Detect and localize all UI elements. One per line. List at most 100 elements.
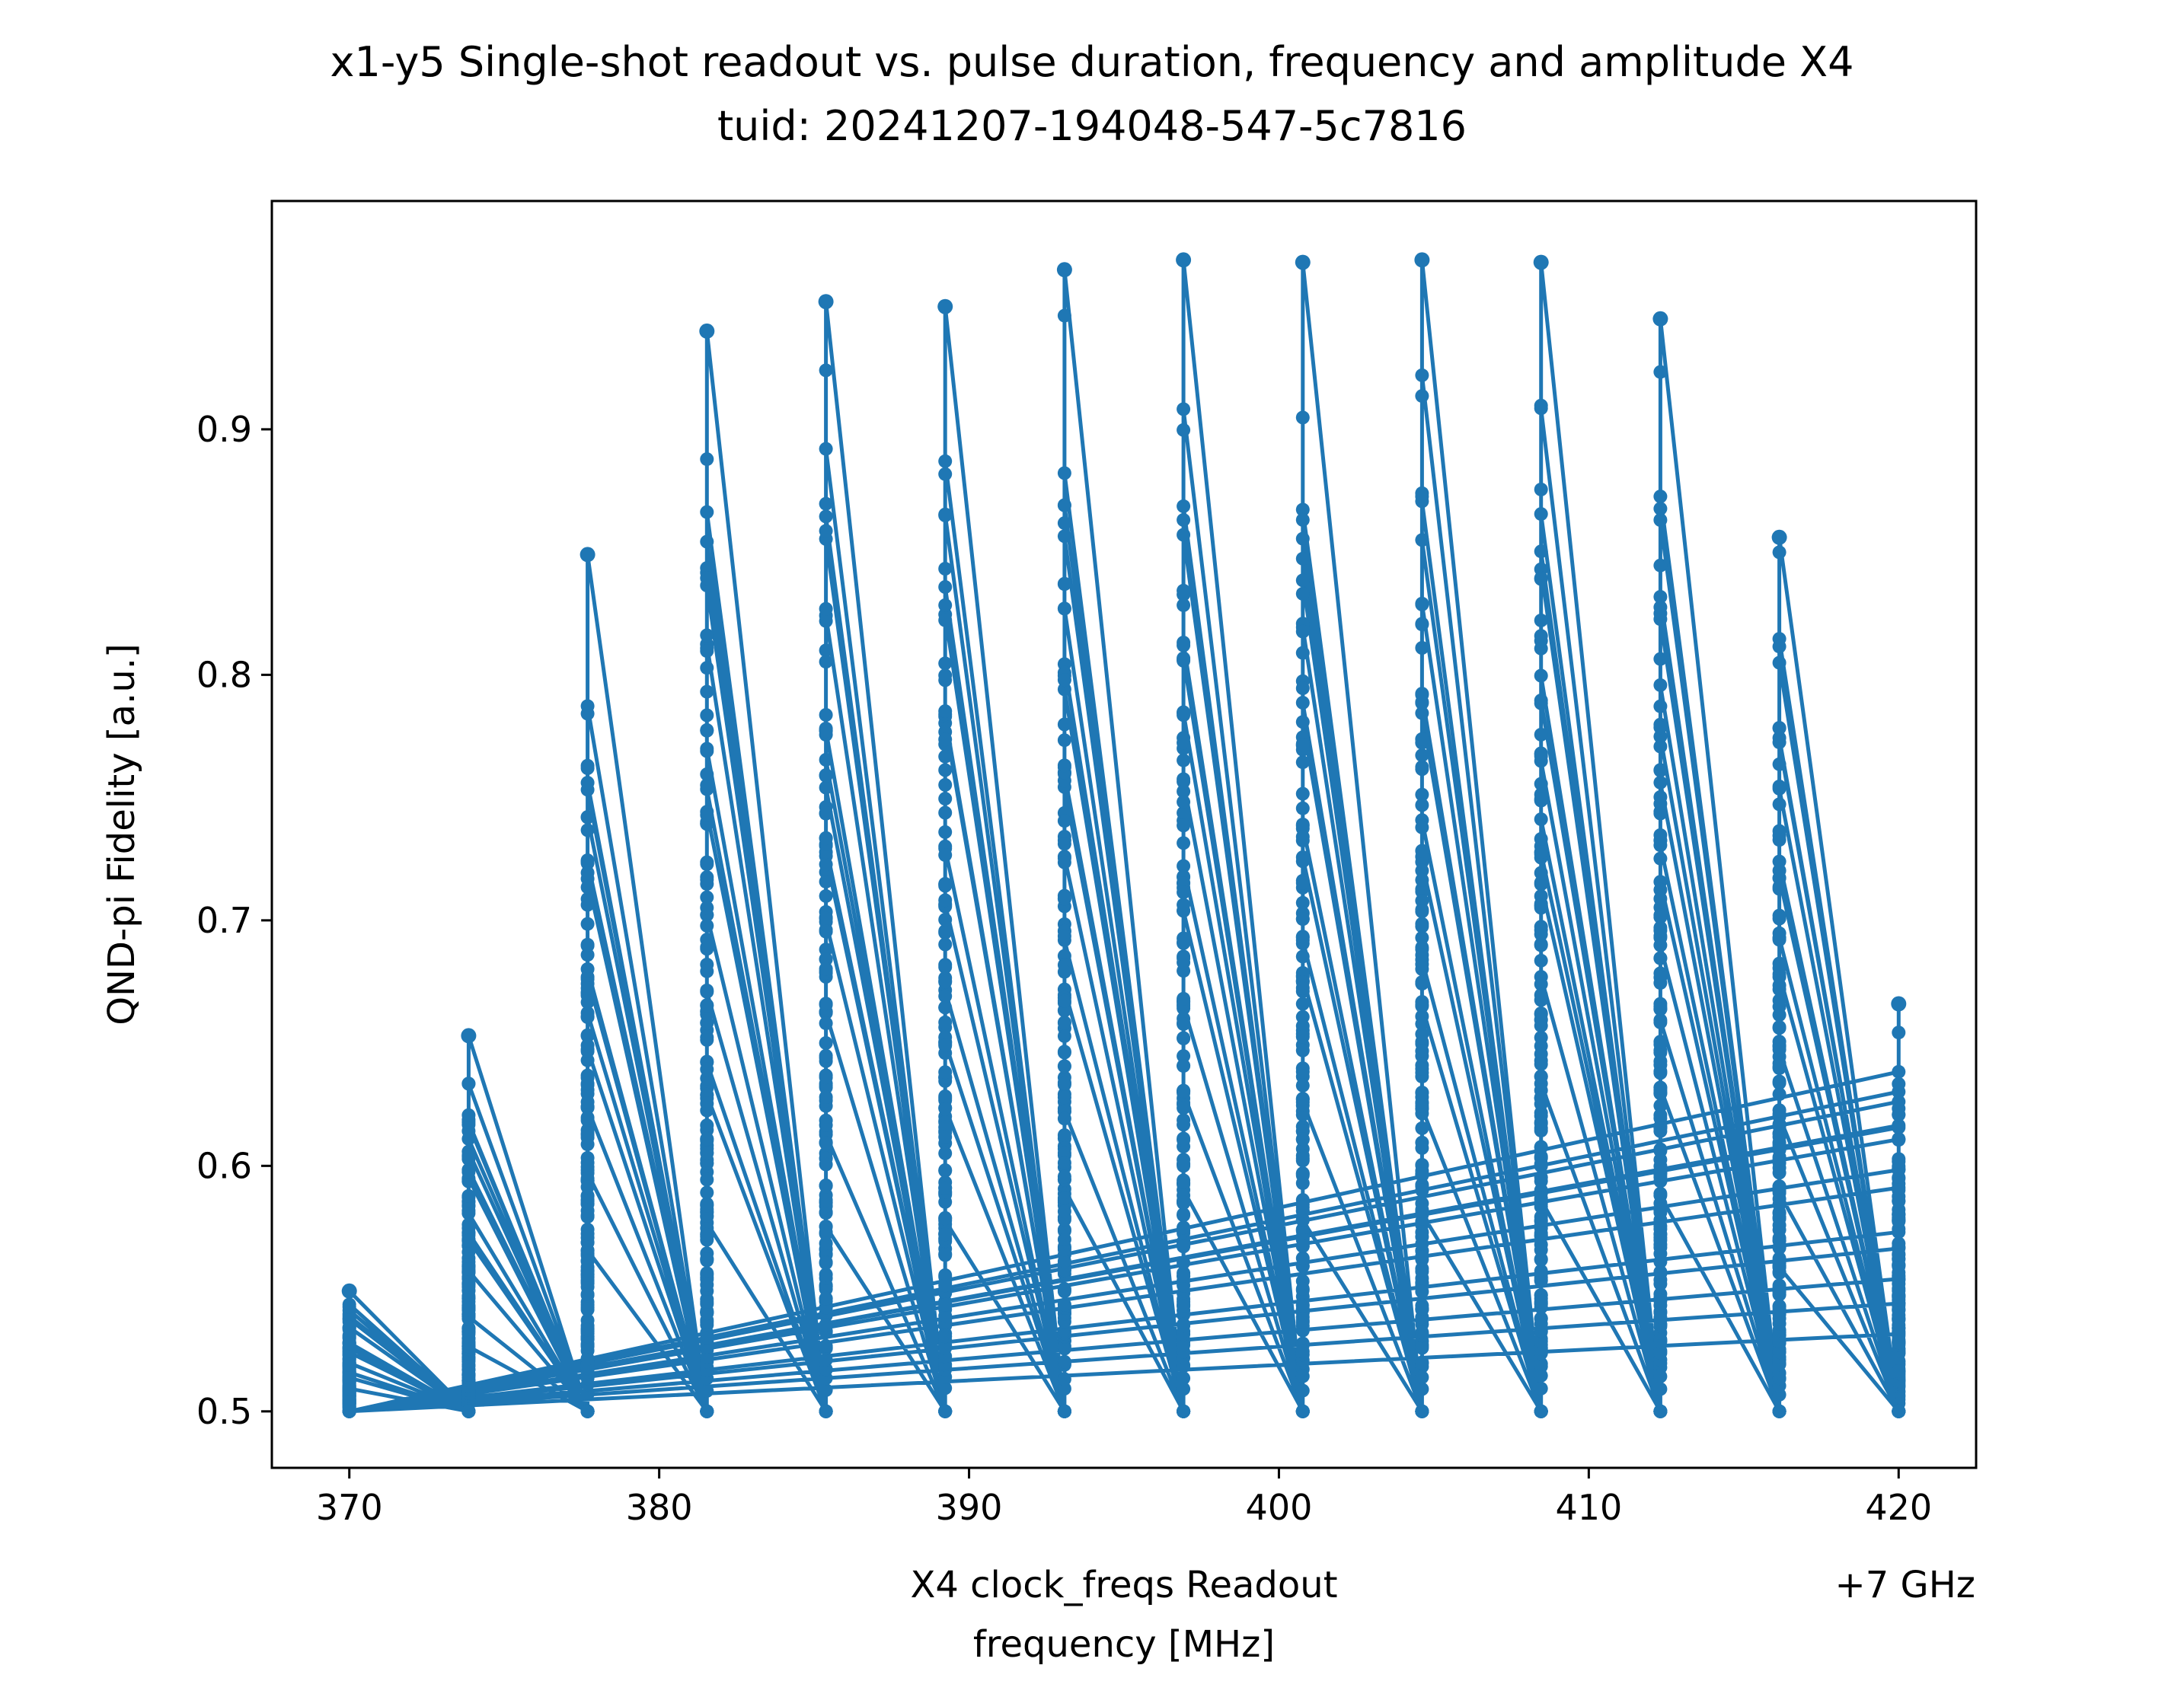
- data-point: [1534, 613, 1548, 627]
- data-point: [1177, 805, 1191, 820]
- data-point: [700, 1227, 714, 1242]
- data-point: [938, 1227, 953, 1242]
- data-point: [1057, 601, 1071, 616]
- data-point: [342, 1382, 356, 1396]
- data-point: [1177, 1220, 1191, 1235]
- data-point: [1653, 833, 1668, 847]
- data-point: [1772, 1285, 1786, 1299]
- data-point: [1295, 1029, 1310, 1044]
- data-point: [1057, 717, 1071, 732]
- data-point: [1295, 681, 1310, 695]
- data-point: [819, 962, 833, 976]
- chart-subtitle: tuid: 20241207-194048-547-5c7816: [717, 102, 1467, 150]
- data-point: [1295, 912, 1310, 927]
- x-tick-label: 390: [936, 1487, 1003, 1528]
- data-point: [1057, 1156, 1071, 1170]
- data-point: [1295, 1108, 1310, 1122]
- data-point: [700, 1350, 714, 1364]
- data-point: [819, 1048, 833, 1063]
- data-point: [819, 1236, 833, 1251]
- data-point: [1057, 1112, 1071, 1126]
- data-point: [1772, 1258, 1786, 1273]
- data-point: [700, 1252, 714, 1266]
- data-point: [1415, 490, 1429, 503]
- data-point: [1772, 1103, 1786, 1118]
- data-point: [1534, 977, 1548, 991]
- data-point: [1772, 833, 1786, 847]
- data-point: [1415, 1225, 1429, 1239]
- data-point: [1892, 1335, 1906, 1350]
- data-point: [819, 769, 833, 783]
- data-point: [1534, 544, 1548, 559]
- data-point: [1415, 1214, 1429, 1229]
- data-point: [1177, 1255, 1191, 1270]
- data-point: [580, 1204, 595, 1218]
- data-point: [1534, 937, 1548, 952]
- data-point: [700, 1331, 714, 1345]
- data-point: [1534, 507, 1548, 522]
- data-point: [1177, 1176, 1191, 1191]
- data-point: [1177, 1156, 1191, 1171]
- data-point: [1177, 528, 1191, 542]
- data-point: [938, 1065, 953, 1080]
- data-point: [1653, 892, 1668, 906]
- data-point: [938, 598, 953, 612]
- data-point: [1534, 1091, 1548, 1105]
- data-point: [1295, 854, 1310, 869]
- peak-point: [1533, 254, 1549, 270]
- data-point: [700, 1266, 714, 1281]
- data-point: [1057, 1146, 1071, 1160]
- data-point: [580, 1313, 595, 1328]
- data-point: [1534, 1242, 1548, 1257]
- data-point: [1177, 423, 1191, 437]
- data-point: [1057, 682, 1071, 697]
- data-point: [700, 684, 714, 699]
- data-point: [819, 509, 833, 524]
- data-point: [938, 848, 953, 863]
- data-point: [1177, 1113, 1191, 1128]
- data-point: [580, 1095, 595, 1109]
- data-point: [1177, 795, 1191, 809]
- data-point: [1892, 1064, 1906, 1079]
- data-point: [1653, 1240, 1668, 1255]
- data-point: [1295, 738, 1310, 752]
- data-point: [700, 571, 714, 585]
- data-point: [1534, 876, 1548, 890]
- data-point: [700, 628, 714, 643]
- data-point: [819, 1090, 833, 1104]
- data-point: [819, 1070, 833, 1085]
- data-point: [819, 1268, 833, 1282]
- data-point: [819, 614, 833, 628]
- data-point: [1534, 482, 1548, 496]
- data-point: [1415, 820, 1429, 834]
- data-point: [1772, 1191, 1786, 1206]
- data-point: [1057, 308, 1071, 323]
- peak-point: [1056, 262, 1072, 278]
- data-point: [1892, 1133, 1906, 1147]
- data-point: [819, 1404, 833, 1418]
- data-point: [1415, 1204, 1429, 1218]
- data-point: [1653, 1054, 1668, 1068]
- data-point: [461, 1335, 476, 1350]
- data-point: [1177, 951, 1191, 965]
- data-point: [1415, 696, 1429, 710]
- data-point: [1653, 796, 1668, 811]
- data-point: [580, 1254, 595, 1268]
- data-point: [1177, 1278, 1191, 1293]
- data-point: [1415, 617, 1429, 632]
- data-point: [1057, 498, 1071, 512]
- data-point: [1177, 836, 1191, 850]
- data-point: [1415, 1284, 1429, 1299]
- data-point: [938, 1000, 953, 1015]
- data-point: [938, 467, 953, 481]
- data-point: [1295, 1168, 1310, 1182]
- peak-point: [580, 547, 595, 563]
- data-point: [1772, 1119, 1786, 1134]
- data-point: [1295, 1043, 1310, 1057]
- data-point: [1772, 956, 1786, 971]
- peak-point: [937, 298, 953, 314]
- data-point: [1295, 830, 1310, 844]
- data-point: [1653, 1166, 1668, 1180]
- data-point: [1772, 757, 1786, 771]
- data-point: [1653, 1382, 1668, 1396]
